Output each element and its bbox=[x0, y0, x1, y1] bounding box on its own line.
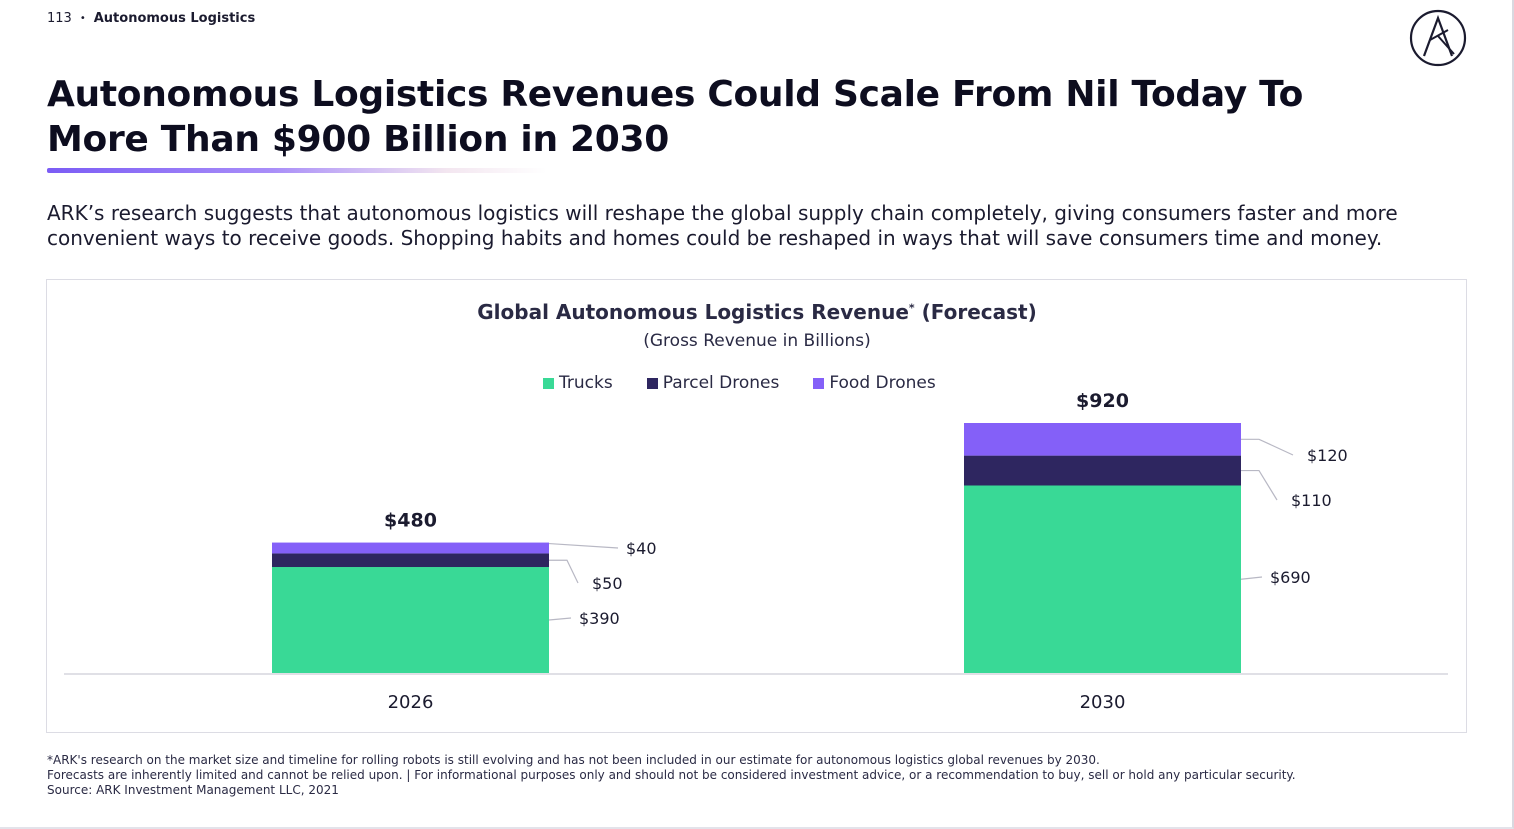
legend-label-trucks: Trucks bbox=[559, 373, 613, 393]
footnotes: *ARK's research on the market size and t… bbox=[47, 753, 1296, 798]
footnote-research: *ARK's research on the market size and t… bbox=[47, 753, 1100, 767]
data-label-parcel-drones-2030: $110 bbox=[1291, 491, 1332, 510]
chart-title-text: Global Autonomous Logistics Revenue bbox=[477, 300, 909, 324]
data-label-food-drones-2026: $40 bbox=[626, 539, 657, 558]
category-label-2026: 2026 bbox=[388, 692, 434, 713]
legend-swatch-trucks bbox=[543, 377, 554, 389]
chart-subtitle: (Gross Revenue in Billions) bbox=[643, 331, 871, 351]
legend-label-food-drones: Food Drones bbox=[829, 373, 936, 393]
callout-line-parcel-drones-2026 bbox=[549, 559, 579, 584]
footnote-source: Source: ARK Investment Management LLC, 2… bbox=[47, 783, 339, 797]
chart-title: Global Autonomous Logistics Revenue* (Fo… bbox=[0, 300, 1514, 324]
bar-segment-food-drones-2030 bbox=[964, 423, 1241, 456]
legend-swatch-parcel-drones bbox=[646, 377, 658, 389]
data-label-food-drones-2030: $120 bbox=[1307, 446, 1348, 465]
breadcrumb: 113 • Autonomous Logistics bbox=[47, 11, 255, 26]
legend-label-parcel-drones: Parcel Drones bbox=[662, 373, 780, 393]
callout-line-food-drones-2030 bbox=[1241, 438, 1294, 456]
chart-title-marker: * bbox=[908, 301, 915, 315]
chart-title-suffix: (Forecast) bbox=[921, 300, 1037, 324]
category-label-2030: 2030 bbox=[1080, 692, 1126, 713]
legend-swatch-food-drones bbox=[813, 377, 825, 389]
callout-line-trucks-2026 bbox=[548, 617, 572, 621]
total-label-2026: $480 bbox=[384, 510, 437, 532]
data-label-trucks-2026: $390 bbox=[579, 609, 620, 628]
bar-segment-parcel-drones-2026 bbox=[272, 553, 549, 568]
legend-item-food-drones: Food Drones bbox=[813, 373, 936, 393]
data-label-trucks-2030: $690 bbox=[1270, 568, 1311, 587]
page-number: 113 bbox=[47, 11, 72, 26]
bar-segment-food-drones-2026 bbox=[272, 542, 549, 554]
title-underline bbox=[47, 168, 547, 173]
ark-logo-icon bbox=[1409, 9, 1467, 67]
total-label-2030: $920 bbox=[1076, 390, 1129, 412]
bar-segment-trucks-2030 bbox=[964, 485, 1241, 673]
chart-legend: Trucks Parcel Drones Food Drones bbox=[543, 373, 936, 393]
bar-segment-parcel-drones-2030 bbox=[964, 455, 1241, 486]
bar-segment-trucks-2026 bbox=[272, 567, 549, 673]
data-label-parcel-drones-2026: $50 bbox=[592, 574, 623, 593]
section-name: Autonomous Logistics bbox=[93, 11, 256, 26]
intro-paragraph: ARK’s research suggests that autonomous … bbox=[47, 201, 1398, 250]
legend-item-trucks: Trucks bbox=[543, 373, 613, 393]
page-title: Autonomous Logistics Revenues Could Scal… bbox=[47, 74, 1304, 160]
legend-item-parcel-drones: Parcel Drones bbox=[646, 373, 780, 393]
callout-line-parcel-drones-2030 bbox=[1241, 469, 1278, 501]
breadcrumb-separator: • bbox=[79, 13, 86, 24]
callout-line-trucks-2030 bbox=[1240, 576, 1263, 580]
callout-line-food-drones-2026 bbox=[548, 542, 619, 549]
footnote-disclaimer: Forecasts are inherently limited and can… bbox=[47, 768, 1296, 782]
